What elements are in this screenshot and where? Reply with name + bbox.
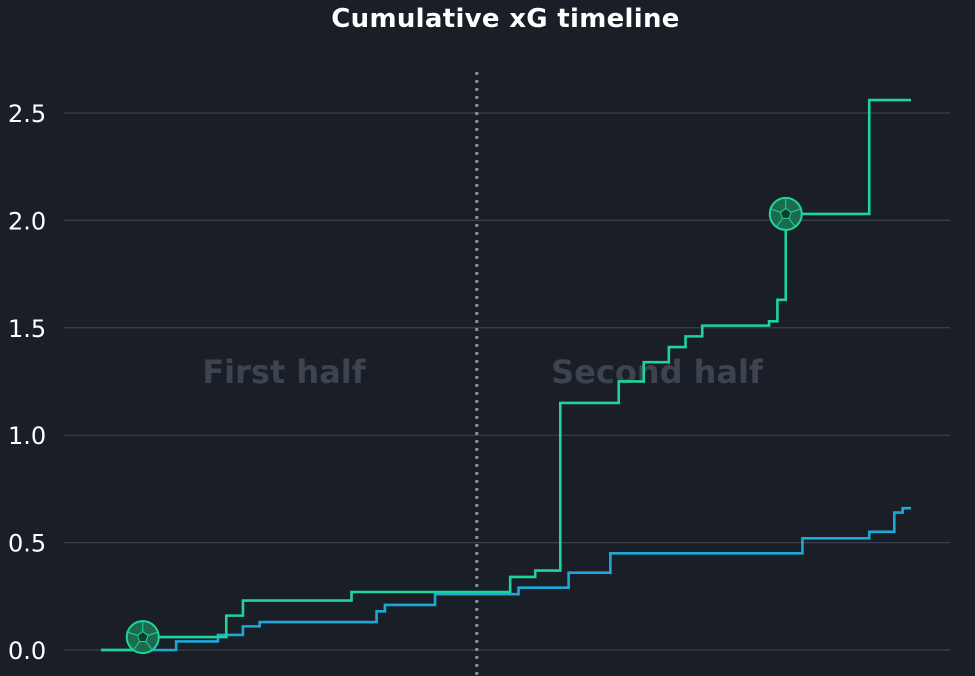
- ball-pentagon: [136, 630, 149, 643]
- y-tick-label: 1.5: [8, 315, 46, 343]
- y-tick-label: 0.5: [8, 530, 46, 558]
- y-tick-label: 2.0: [8, 207, 46, 235]
- y-tick-label: 2.5: [8, 100, 46, 128]
- ball-seam: [776, 218, 783, 227]
- series-line: [101, 98, 911, 652]
- ball-pentagon: [779, 207, 792, 219]
- series-lines: [101, 98, 911, 652]
- goal-markers: [125, 196, 803, 655]
- series-line: [101, 506, 911, 652]
- half-annotations: First half Second half: [202, 353, 764, 391]
- ball-seam: [133, 641, 140, 650]
- ball-seam: [145, 641, 152, 650]
- ball-seam: [788, 218, 795, 227]
- ball-seam: [790, 208, 801, 213]
- soccer-ball-icon: [125, 620, 160, 655]
- y-axis-ticks: 0.0 0.5 1.0 1.5 2.0 2.5: [8, 100, 46, 665]
- ball-seam: [128, 631, 138, 636]
- y-tick-label: 1.0: [8, 422, 46, 450]
- y-tick-label: 0.0: [8, 637, 46, 665]
- chart-title: Cumulative xG timeline: [331, 4, 680, 34]
- grid-lines: [64, 112, 950, 651]
- ball-seam: [147, 631, 158, 636]
- ball-seam: [771, 208, 781, 213]
- soccer-ball-icon: [768, 196, 803, 231]
- second-half-label: Second half: [551, 353, 764, 391]
- first-half-label: First half: [202, 353, 366, 391]
